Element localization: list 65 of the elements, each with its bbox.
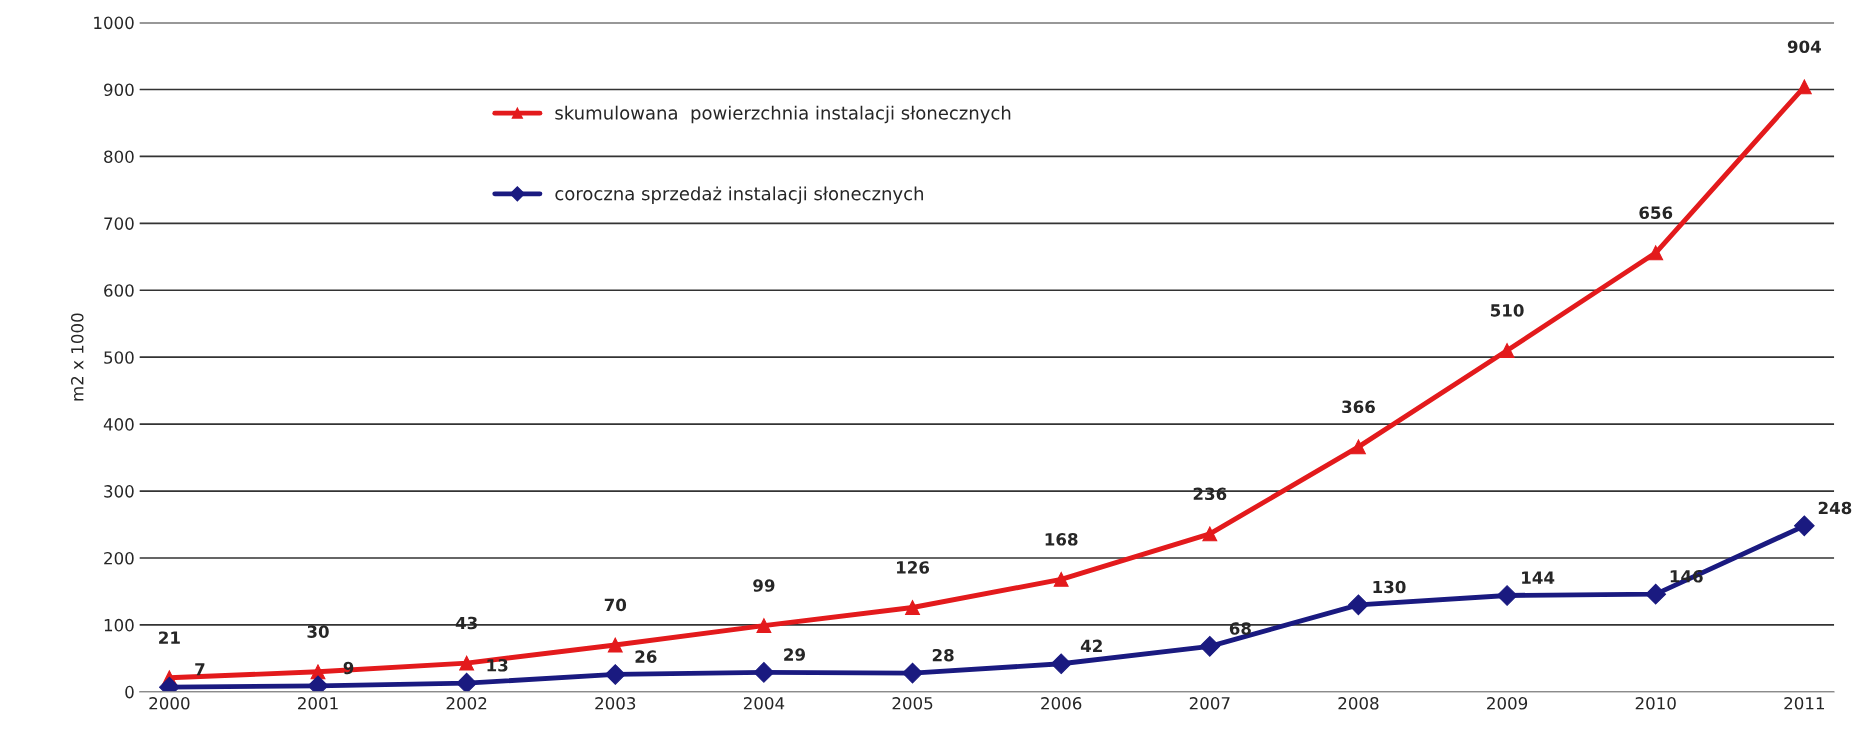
data-label: 144 xyxy=(1522,571,1555,584)
x-tick-label: 2006 xyxy=(1041,697,1082,710)
legend-label: skumulowana powierzchnia instalacji słonecznych xyxy=(555,105,1011,124)
data-label: 130 xyxy=(1373,580,1406,594)
data-label: 99 xyxy=(753,579,775,592)
point xyxy=(1499,343,1515,358)
data-label: 30 xyxy=(307,625,329,638)
point xyxy=(753,662,775,683)
x-tick-label: 2011 xyxy=(1784,697,1825,710)
point xyxy=(604,664,626,685)
point xyxy=(1796,79,1812,95)
data-label: 904 xyxy=(1787,40,1821,54)
point xyxy=(1350,439,1366,455)
y-tick-label: 1000 xyxy=(94,16,134,30)
data-label: 26 xyxy=(635,650,657,663)
x-tick-label: 2004 xyxy=(743,697,785,710)
point xyxy=(459,655,475,671)
data-label: 7 xyxy=(195,663,205,676)
data-label: 70 xyxy=(604,598,627,612)
data-label: 366 xyxy=(1342,400,1375,414)
x-tick-label: 2003 xyxy=(595,697,636,710)
data-label: 168 xyxy=(1045,533,1078,546)
y-tick-label: 900 xyxy=(104,83,134,97)
y-tick-label: 200 xyxy=(104,551,134,565)
legend-label: coroczna sprzedaż instalacji słonecznych xyxy=(555,186,923,204)
x-tick-label: 2007 xyxy=(1189,697,1230,710)
data-label: 42 xyxy=(1080,639,1102,652)
data-label: 248 xyxy=(1818,501,1852,515)
y-tick-label: 100 xyxy=(104,618,134,632)
point xyxy=(1053,571,1069,587)
y-tick-label: 0 xyxy=(125,685,134,699)
y-tick-label: 500 xyxy=(104,351,134,364)
x-tick-label: 2001 xyxy=(298,697,338,710)
y-axis-title: m2 x 1000 xyxy=(70,313,84,401)
point xyxy=(1199,635,1221,657)
point xyxy=(1202,526,1218,542)
point xyxy=(1496,585,1518,606)
data-label: 126 xyxy=(897,561,930,574)
point xyxy=(607,637,623,653)
point xyxy=(756,618,772,634)
point xyxy=(1794,515,1815,537)
data-label: 28 xyxy=(932,648,954,662)
y-tick-label: 400 xyxy=(103,418,134,431)
y-tick-label: 700 xyxy=(104,217,134,230)
data-label: 13 xyxy=(487,658,508,672)
data-label: 21 xyxy=(159,631,180,644)
point xyxy=(1645,583,1667,605)
x-tick-label: 2000 xyxy=(149,697,190,710)
y-tick-label: 800 xyxy=(104,150,134,163)
point xyxy=(902,662,923,684)
data-label: 510 xyxy=(1490,304,1524,317)
x-tick-label: 2009 xyxy=(1487,697,1528,710)
x-tick-label: 2008 xyxy=(1338,697,1379,710)
data-label: 29 xyxy=(784,648,805,661)
x-tick-label: 2002 xyxy=(446,697,487,710)
point xyxy=(456,672,477,692)
y-tick-label: 600 xyxy=(104,284,134,297)
x-tick-label: 2010 xyxy=(1635,697,1676,710)
point xyxy=(905,600,921,615)
x-tick-label: 2005 xyxy=(892,697,933,710)
point xyxy=(1050,653,1072,675)
y-tick-label: 300 xyxy=(104,485,134,498)
point xyxy=(1348,594,1369,616)
data-label: 656 xyxy=(1639,206,1673,220)
point xyxy=(1648,245,1664,261)
